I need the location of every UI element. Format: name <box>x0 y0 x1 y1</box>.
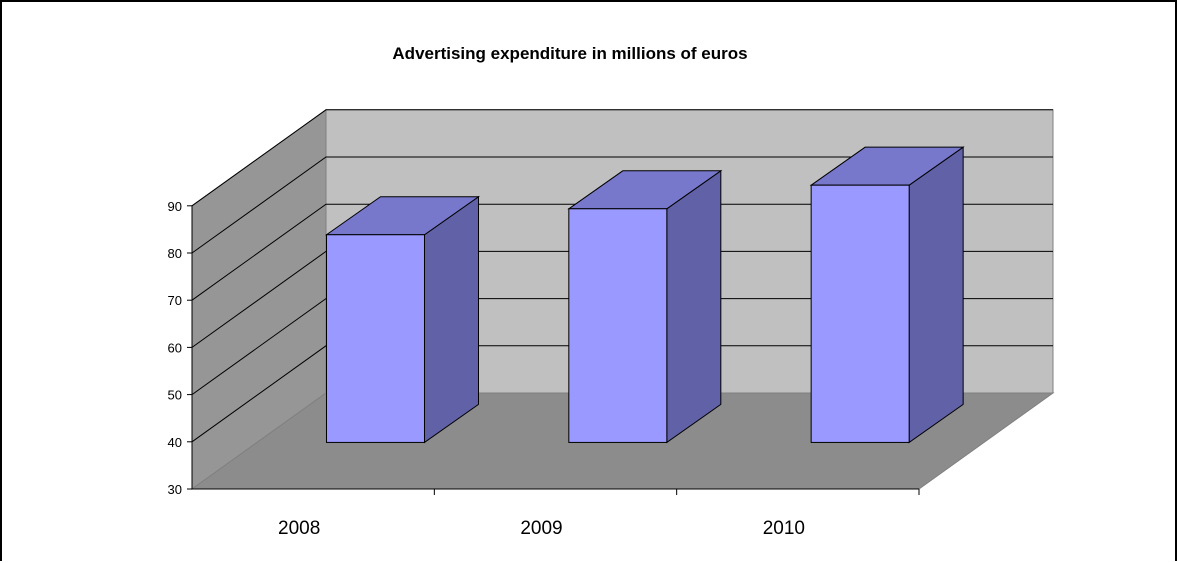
x-tick-label: 2009 <box>520 518 562 539</box>
y-tick-label: 40 <box>168 435 182 450</box>
bar-2009 <box>568 208 668 443</box>
bar-2010 <box>810 184 910 443</box>
x-tick-label: 2008 <box>278 518 320 539</box>
y-tick-label: 70 <box>168 293 182 308</box>
gridline <box>191 109 1053 207</box>
bar-side <box>666 169 722 444</box>
chart-title: Advertising expenditure in millions of e… <box>392 44 748 63</box>
x-tick-label: 2010 <box>763 518 805 539</box>
y-tick-label: 60 <box>168 340 182 355</box>
y-tick-label: 50 <box>168 388 182 403</box>
gridline <box>191 156 1053 254</box>
y-tick-label: 80 <box>168 246 182 261</box>
bar-side <box>423 195 479 444</box>
y-tick-label: 90 <box>168 199 182 214</box>
bar-side <box>908 146 964 444</box>
y-tick-label: 30 <box>168 482 182 497</box>
bar-2008 <box>325 234 425 443</box>
